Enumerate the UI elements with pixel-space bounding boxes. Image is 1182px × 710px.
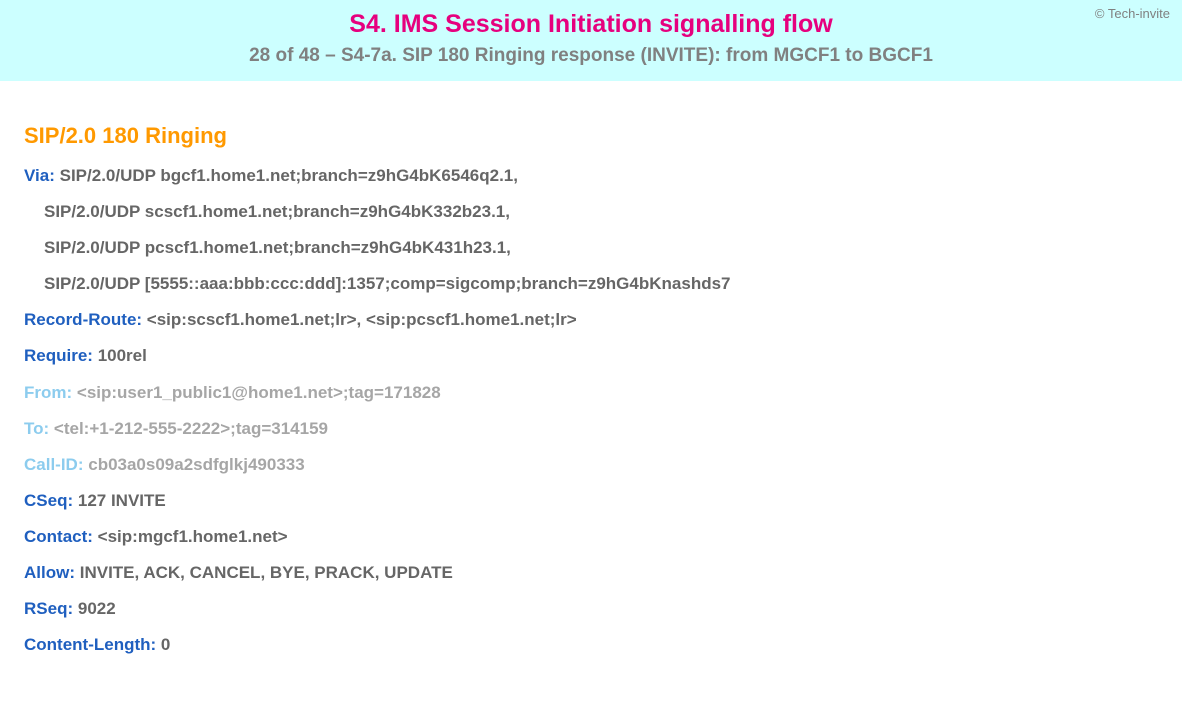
sip-header-line: Contact: <sip:mgcf1.home1.net> xyxy=(24,526,1158,548)
sip-header-line: SIP/2.0/UDP scscf1.home1.net;branch=z9hG… xyxy=(24,201,1158,223)
sip-header-name: Require xyxy=(24,346,87,365)
sip-header-name: Via xyxy=(24,166,49,185)
sip-header-colon: : xyxy=(44,419,54,438)
sip-header-value: <sip:scscf1.home1.net;lr>, <sip:pcscf1.h… xyxy=(147,310,577,329)
page-title: S4. IMS Session Initiation signalling fl… xyxy=(20,10,1162,39)
sip-header-line: RSeq: 9022 xyxy=(24,598,1158,620)
sip-header-name: RSeq xyxy=(24,599,67,618)
sip-header-line: Content-Length: 0 xyxy=(24,634,1158,656)
sip-header-line: Require: 100rel xyxy=(24,345,1158,367)
sip-header-value: 100rel xyxy=(98,346,147,365)
sip-header-line: Record-Route: <sip:scscf1.home1.net;lr>,… xyxy=(24,309,1158,331)
sip-header-line: SIP/2.0/UDP pcscf1.home1.net;branch=z9hG… xyxy=(24,237,1158,259)
sip-header-colon: : xyxy=(69,563,79,582)
sip-header-colon: : xyxy=(136,310,146,329)
sip-header-name: To xyxy=(24,419,44,438)
sip-header-value: cb03a0s09a2sdfglkj490333 xyxy=(88,455,304,474)
sip-header-value: <sip:mgcf1.home1.net> xyxy=(98,527,288,546)
page-header: © Tech-invite S4. IMS Session Initiation… xyxy=(0,0,1182,81)
sip-header-name: Allow xyxy=(24,563,69,582)
sip-header-value: 127 INVITE xyxy=(78,491,166,510)
sip-header-value: SIP/2.0/UDP bgcf1.home1.net;branch=z9hG4… xyxy=(60,166,518,185)
sip-header-line: From: <sip:user1_public1@home1.net>;tag=… xyxy=(24,382,1158,404)
sip-header-colon: : xyxy=(87,527,97,546)
sip-response-line: SIP/2.0 180 Ringing xyxy=(24,123,1158,149)
sip-header-colon: : xyxy=(49,166,59,185)
sip-header-value: INVITE, ACK, CANCEL, BYE, PRACK, UPDATE xyxy=(80,563,453,582)
sip-header-colon: : xyxy=(151,635,161,654)
page-subtitle: 28 of 48 – S4-7a. SIP 180 Ringing respon… xyxy=(20,45,1162,67)
sip-header-value: SIP/2.0/UDP scscf1.home1.net;branch=z9hG… xyxy=(44,202,510,221)
sip-header-value: SIP/2.0/UDP [5555::aaa:bbb:ccc:ddd]:1357… xyxy=(44,274,731,293)
sip-header-line: CSeq: 127 INVITE xyxy=(24,490,1158,512)
sip-header-colon: : xyxy=(67,383,77,402)
sip-header-value: 0 xyxy=(161,635,170,654)
sip-header-colon: : xyxy=(87,346,97,365)
sip-header-name: Call-ID xyxy=(24,455,78,474)
sip-header-line: To: <tel:+1-212-555-2222>;tag=314159 xyxy=(24,418,1158,440)
sip-header-name: CSeq xyxy=(24,491,67,510)
sip-content: SIP/2.0 180 Ringing Via: SIP/2.0/UDP bgc… xyxy=(0,81,1182,690)
sip-header-colon: : xyxy=(67,491,77,510)
sip-headers-container: Via: SIP/2.0/UDP bgcf1.home1.net;branch=… xyxy=(24,165,1158,656)
sip-header-name: Contact xyxy=(24,527,87,546)
sip-header-line: Call-ID: cb03a0s09a2sdfglkj490333 xyxy=(24,454,1158,476)
sip-header-name: Content-Length xyxy=(24,635,151,654)
sip-header-value: <sip:user1_public1@home1.net>;tag=171828 xyxy=(77,383,441,402)
sip-header-name: Record-Route xyxy=(24,310,136,329)
sip-header-name: From xyxy=(24,383,67,402)
sip-header-colon: : xyxy=(78,455,88,474)
sip-header-line: Via: SIP/2.0/UDP bgcf1.home1.net;branch=… xyxy=(24,165,1158,187)
sip-header-colon: : xyxy=(67,599,77,618)
copyright-text: © Tech-invite xyxy=(1095,6,1170,21)
sip-header-value: SIP/2.0/UDP pcscf1.home1.net;branch=z9hG… xyxy=(44,238,511,257)
sip-header-line: SIP/2.0/UDP [5555::aaa:bbb:ccc:ddd]:1357… xyxy=(24,273,1158,295)
sip-header-value: <tel:+1-212-555-2222>;tag=314159 xyxy=(54,419,328,438)
sip-header-value: 9022 xyxy=(78,599,116,618)
sip-header-line: Allow: INVITE, ACK, CANCEL, BYE, PRACK, … xyxy=(24,562,1158,584)
